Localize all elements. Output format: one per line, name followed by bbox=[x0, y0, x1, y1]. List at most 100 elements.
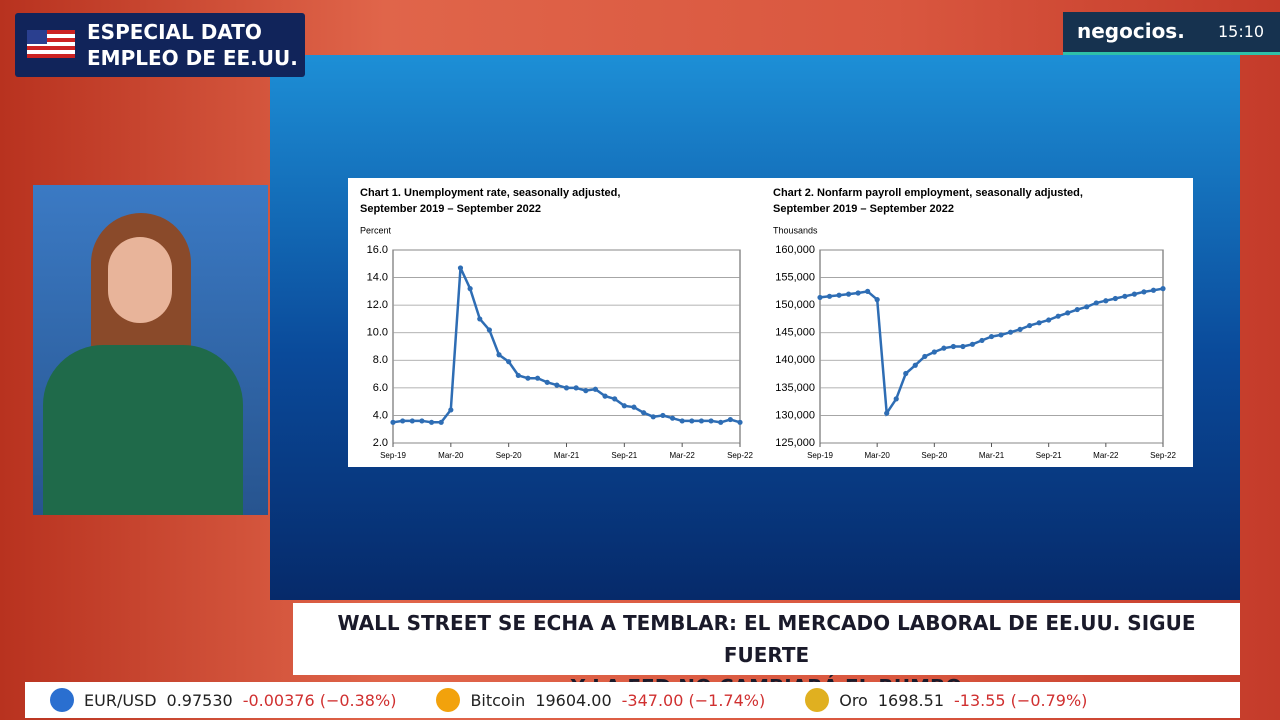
point bbox=[969, 341, 976, 347]
ticker-icon bbox=[50, 688, 74, 712]
x-tick-label: Sep-20 bbox=[921, 451, 947, 460]
point bbox=[1046, 317, 1052, 323]
point bbox=[496, 352, 502, 358]
point bbox=[428, 419, 435, 425]
point bbox=[903, 370, 909, 377]
point bbox=[979, 337, 985, 344]
point bbox=[727, 416, 733, 423]
ticker-name: Oro bbox=[839, 690, 868, 710]
point bbox=[631, 404, 637, 410]
ticker-price: 1698.51 bbox=[877, 690, 944, 710]
point bbox=[1093, 300, 1099, 306]
point bbox=[1103, 298, 1109, 304]
ticker-price: 19604.00 bbox=[535, 690, 612, 710]
chart-panel: Chart 1. Unemployment rate, seasonally a… bbox=[348, 178, 1193, 467]
brand-name: negocios. bbox=[1077, 19, 1185, 43]
point bbox=[641, 410, 647, 416]
point bbox=[660, 412, 666, 419]
point bbox=[554, 382, 560, 388]
point bbox=[708, 418, 714, 424]
flag bbox=[27, 30, 75, 58]
x-tick-label: Mar-20 bbox=[864, 451, 890, 460]
header-box: ESPECIAL DATO EMPLEO DE EE.UU. bbox=[15, 13, 305, 77]
point bbox=[1122, 293, 1128, 299]
point bbox=[988, 333, 995, 340]
point bbox=[884, 410, 890, 416]
point bbox=[1160, 286, 1166, 292]
point bbox=[1055, 313, 1061, 319]
chart-subtitle: September 2019 – September 2022 bbox=[773, 203, 954, 215]
x-tick-label: Sep-19 bbox=[807, 451, 833, 460]
point bbox=[1084, 304, 1090, 310]
point bbox=[698, 418, 705, 424]
point bbox=[865, 288, 871, 294]
ticker-change: -0.00376 (−0.38%) bbox=[242, 690, 397, 710]
point bbox=[941, 345, 947, 351]
point bbox=[457, 265, 464, 271]
y-axis-label: Percent bbox=[360, 225, 392, 235]
y-tick-label: 125,000 bbox=[775, 437, 815, 449]
x-tick-label: Sep-21 bbox=[611, 451, 637, 460]
point bbox=[912, 362, 918, 368]
point bbox=[922, 353, 928, 360]
point bbox=[477, 316, 483, 322]
point bbox=[1074, 306, 1080, 313]
y-tick-label: 16.0 bbox=[367, 244, 388, 256]
y-tick-label: 150,000 bbox=[775, 299, 815, 311]
point bbox=[669, 415, 676, 421]
x-tick-label: Mar-22 bbox=[669, 451, 695, 460]
point bbox=[650, 414, 656, 420]
ticker-name: Bitcoin bbox=[470, 690, 526, 710]
x-tick-label: Sep-22 bbox=[1150, 451, 1176, 460]
ticker-name: EUR/USD bbox=[84, 690, 157, 710]
y-tick-label: 4.0 bbox=[373, 409, 388, 421]
body bbox=[43, 345, 243, 515]
y-tick-label: 160,000 bbox=[775, 244, 815, 256]
point bbox=[602, 393, 608, 399]
y-tick-label: 130,000 bbox=[775, 409, 815, 421]
point bbox=[679, 418, 685, 424]
point bbox=[515, 372, 521, 379]
point bbox=[1027, 322, 1033, 329]
point bbox=[845, 291, 852, 297]
plot-frame bbox=[392, 249, 741, 444]
point bbox=[534, 375, 541, 381]
line bbox=[392, 267, 741, 424]
point bbox=[817, 294, 823, 301]
point bbox=[1017, 326, 1023, 333]
x-tick-label: Sep-19 bbox=[380, 451, 406, 460]
ticker-change: -347.00 (−1.74%) bbox=[621, 690, 766, 710]
x-tick-label: Mar-20 bbox=[438, 451, 464, 460]
ticker-price: 0.97530 bbox=[166, 690, 233, 710]
point bbox=[1131, 291, 1138, 297]
point bbox=[612, 396, 618, 402]
charts: Chart 1. Unemployment rate, seasonally a… bbox=[360, 187, 1176, 460]
chart-subtitle: September 2019 – September 2022 bbox=[360, 203, 541, 215]
point bbox=[583, 388, 589, 394]
point bbox=[1150, 287, 1157, 293]
point bbox=[400, 418, 406, 424]
point bbox=[826, 293, 833, 299]
x-tick-label: Mar-21 bbox=[979, 451, 1005, 460]
point bbox=[1036, 320, 1042, 326]
y-tick-label: 140,000 bbox=[775, 354, 815, 366]
presenter bbox=[33, 185, 268, 515]
x-tick-label: Sep-22 bbox=[727, 451, 753, 460]
point bbox=[998, 332, 1004, 338]
point bbox=[1112, 295, 1118, 302]
y-tick-label: 14.0 bbox=[367, 271, 388, 283]
point bbox=[836, 292, 842, 298]
point bbox=[409, 418, 415, 424]
point bbox=[525, 375, 531, 381]
y-tick-label: 12.0 bbox=[367, 299, 388, 311]
point bbox=[855, 290, 861, 296]
point bbox=[1141, 289, 1147, 295]
point bbox=[1007, 329, 1014, 335]
point bbox=[390, 419, 396, 425]
point bbox=[544, 379, 550, 385]
y-tick-label: 10.0 bbox=[367, 327, 388, 339]
y-tick-label: 6.0 bbox=[373, 382, 388, 394]
point bbox=[563, 385, 570, 391]
y-axis-label: Thousands bbox=[773, 225, 818, 235]
